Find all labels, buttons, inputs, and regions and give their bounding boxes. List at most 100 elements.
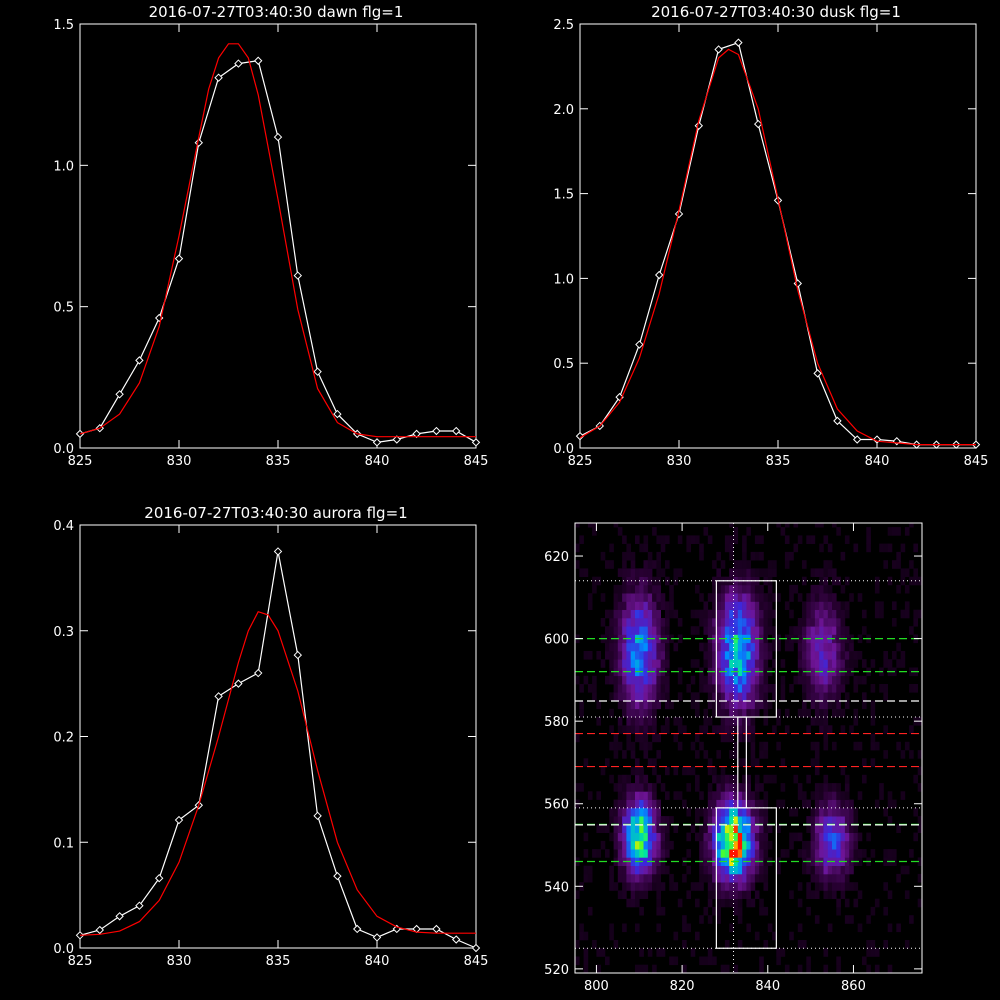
heatmap-pixel [737, 708, 743, 718]
heatmap-pixel [592, 692, 597, 701]
heatmap-pixel [712, 956, 717, 966]
heatmap-pixel [754, 758, 760, 767]
heatmap-pixel [874, 584, 880, 594]
heatmap-pixel [660, 824, 666, 833]
dawn-ytick-label: 1.0 [53, 159, 74, 174]
heatmap-pixel [592, 684, 597, 693]
heatmap-pixel [617, 626, 623, 635]
heatmap-pixel [742, 543, 747, 553]
heatmap-pixel [707, 915, 713, 924]
heatmap-pixel [660, 601, 666, 610]
heatmap-pixel [763, 717, 769, 726]
heatmap-pixel [733, 816, 739, 825]
heatmap-pixel [810, 791, 816, 800]
dusk-data-point [575, 431, 585, 441]
heatmap-pixel [729, 684, 734, 693]
heatmap-pixel [750, 733, 756, 743]
heatmap-pixel [665, 840, 670, 850]
heatmap-pixel [643, 832, 649, 842]
heatmap-pixel [660, 642, 666, 652]
heatmap-pixel [729, 700, 734, 710]
heatmap-pixel [724, 659, 730, 668]
heatmap-pixel [720, 783, 726, 792]
heatmap-pixel [630, 799, 636, 809]
heatmap-pixel [579, 568, 584, 577]
heatmap-pixel [613, 882, 619, 891]
heatmap-pixel [754, 700, 760, 710]
heatmap-pixel [682, 725, 687, 734]
heatmap-pixel [639, 568, 644, 577]
heatmap-pixel [665, 684, 670, 693]
heatmap-pixel [853, 832, 859, 842]
heatmap-pixel [806, 865, 811, 875]
heatmap-pixel [737, 832, 743, 842]
heatmap-pixel [647, 618, 653, 627]
heatmap-pixel [810, 618, 816, 627]
heatmap-pixel [797, 964, 803, 973]
heatmap-pixel [866, 543, 871, 553]
heatmap-pixel [827, 593, 833, 602]
heatmap-pixel [656, 684, 661, 693]
heatmap-pixel [630, 840, 636, 850]
heatmap-pixel [780, 692, 786, 701]
heatmap-pixel [733, 675, 739, 685]
heatmap-pixel [647, 741, 653, 751]
heatmap-pixel [746, 923, 751, 933]
heatmap-pixel [716, 551, 721, 561]
heatmap-pixel [759, 799, 764, 809]
heatmap-pixel [720, 593, 726, 602]
heatmap-pixel [647, 568, 653, 577]
heatmap-pixel [617, 601, 623, 610]
heatmap-pixel [733, 741, 739, 751]
heatmap-pixel [802, 618, 807, 627]
heatmap-pixel [823, 791, 829, 800]
dawn-data-point [115, 390, 124, 399]
heatmap-pixel [823, 675, 829, 685]
heatmap-pixel [746, 725, 751, 734]
heatmap-pixel [647, 873, 653, 883]
heatmap-pixel [600, 824, 606, 833]
heatmap-pixel [660, 651, 666, 660]
heatmap-pixel [720, 849, 726, 858]
heatmap-pixel [724, 543, 730, 553]
heatmap-pixel [600, 659, 606, 668]
heatmap-pixel [613, 584, 619, 594]
heatmap-pixel [750, 626, 756, 635]
heatmap-pixel [870, 700, 876, 710]
heatmap-pixel [720, 873, 726, 883]
heatmap-pixel [724, 601, 730, 610]
heatmap-pixel [652, 717, 657, 726]
heatmap-pixel [733, 618, 739, 627]
heatmap-pixel [643, 593, 649, 602]
heatmap-pixel [660, 535, 666, 544]
heatmap-pixel [724, 584, 730, 594]
heatmap-pixel [665, 692, 670, 701]
heatmap-pixel [883, 940, 888, 949]
heatmap-pixel [630, 659, 636, 668]
heatmap-pixel [857, 593, 863, 602]
heatmap-pixel [772, 642, 777, 652]
heatmap-pixel [729, 584, 734, 594]
heatmap-pixel [635, 832, 640, 842]
heatmap-pixel [695, 659, 700, 668]
heatmap-pixel [819, 816, 824, 825]
heatmap-pixel [656, 890, 661, 899]
heatmap-pixel [853, 543, 859, 553]
heatmap-pixel [716, 634, 721, 644]
heatmap-pixel [793, 807, 799, 817]
heatmap-pixel [626, 824, 631, 833]
heatmap-pixel [635, 898, 640, 908]
heatmap-pixel [844, 675, 850, 685]
heatmap-pixel [832, 700, 837, 710]
heatmap-pixel [733, 717, 739, 726]
heatmap-pixel [622, 651, 627, 660]
heatmap-pixel [724, 725, 730, 734]
heatmap-pixel [647, 659, 653, 668]
heatmap-pixel [733, 807, 739, 817]
heatmap-pixel [626, 584, 631, 594]
heatmap-pixel [613, 816, 619, 825]
heatmap-pixel [832, 675, 837, 685]
heatmap-pixel [643, 849, 649, 858]
heatmap-pixel [724, 840, 730, 850]
